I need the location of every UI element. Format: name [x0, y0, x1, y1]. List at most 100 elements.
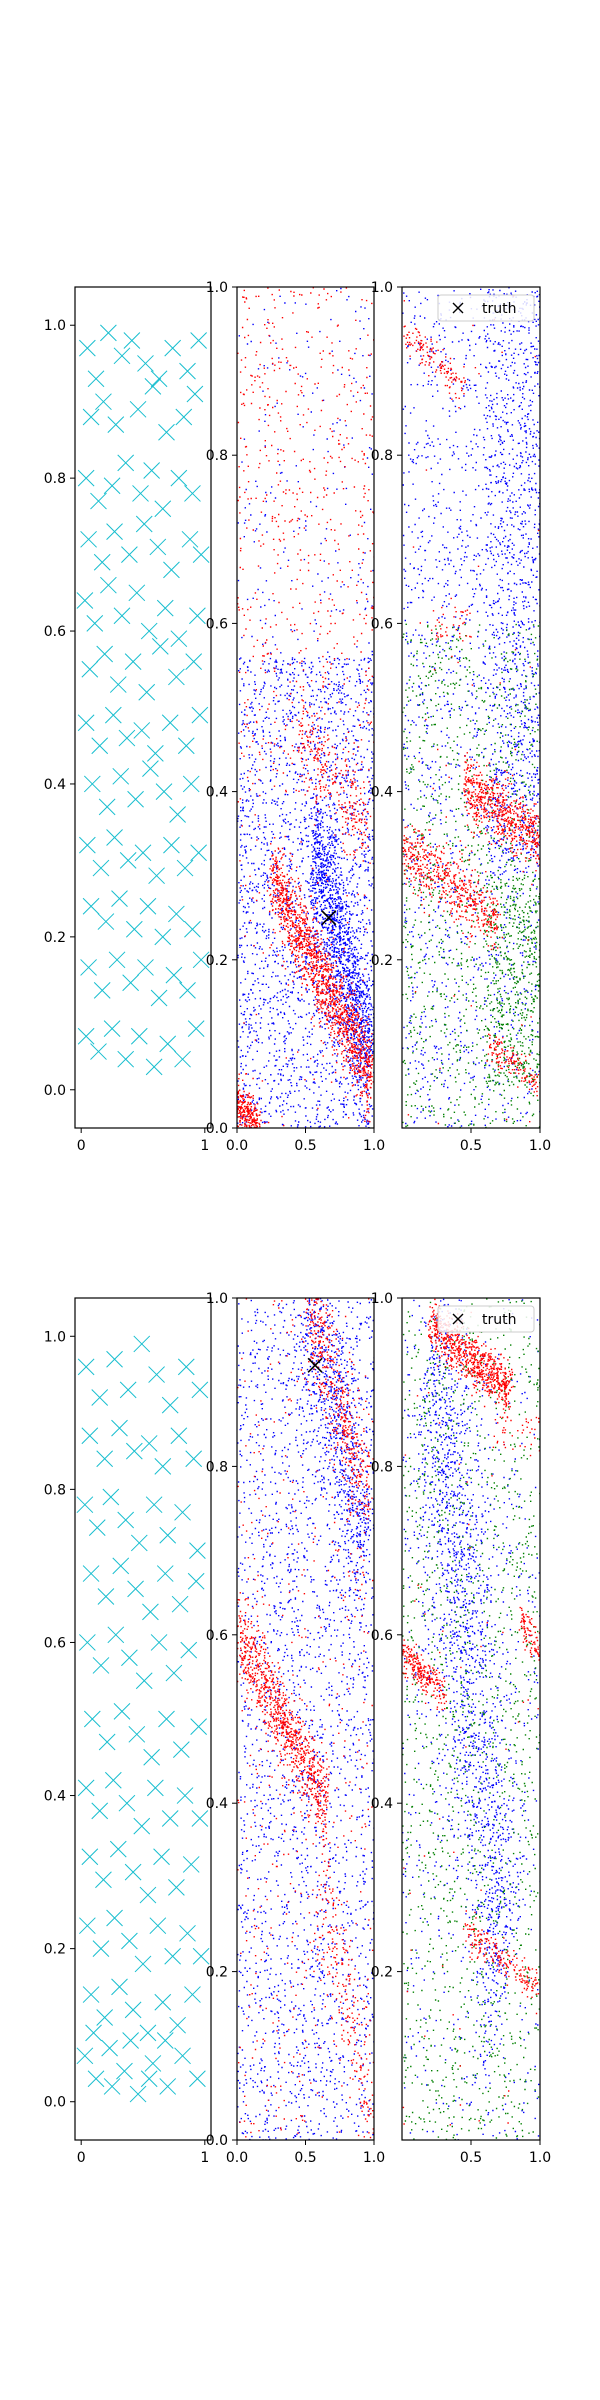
legend-label: truth	[482, 301, 516, 317]
y-tick-label: 0.8	[371, 1459, 393, 1475]
y-tick-label: 0.8	[44, 1482, 66, 1498]
data-point-x-marker	[189, 1542, 206, 1559]
legend-label: truth	[482, 1312, 516, 1328]
point-cloud-red	[462, 1910, 540, 1998]
data-points	[402, 1639, 447, 1711]
data-point-x-marker	[96, 645, 114, 663]
y-tick-label: 0.0	[206, 2133, 228, 2149]
data-points	[402, 825, 501, 951]
data-point-x-marker	[148, 867, 165, 885]
data-layer	[402, 1298, 540, 2140]
point-cloud-red	[237, 1073, 262, 1128]
data-points	[268, 835, 374, 1123]
point-cloud-blue	[402, 1299, 540, 2140]
data-point-x-marker	[155, 783, 173, 800]
data-point-x-marker	[192, 546, 210, 563]
data-point-x-marker	[128, 1725, 146, 1743]
subplot-r1c3: 0.5 1.0 0.2 0.4 0.6 0.8 1.0 truth	[371, 280, 551, 1154]
data-point-x-marker	[179, 1924, 196, 1942]
point-cloud-red	[402, 1639, 447, 1711]
data-point-x-marker	[156, 599, 174, 617]
data-point-x-marker	[102, 1488, 120, 1506]
data-point-x-marker	[130, 1027, 148, 1045]
data-point-x-marker	[95, 1871, 112, 1889]
data-point-x-marker	[165, 1664, 183, 1682]
data-point-x-marker	[111, 1978, 128, 1996]
data-point-x-marker	[123, 332, 141, 349]
data-point-x-marker	[139, 1886, 157, 1904]
x-tick-label: 1	[200, 2150, 209, 2166]
data-points	[492, 1416, 540, 1450]
data-point-x-marker	[124, 2001, 142, 2019]
data-point-x-marker	[133, 722, 151, 739]
data-point-x-marker	[174, 1503, 191, 1521]
data-point-x-marker	[81, 660, 99, 678]
point-cloud-red	[268, 835, 374, 1123]
data-point-x-marker	[168, 668, 185, 686]
data-point-x-marker	[144, 2055, 162, 2072]
y-tick-label: 0.6	[44, 624, 66, 640]
data-point-x-marker	[144, 378, 162, 395]
data-layer	[402, 287, 540, 1128]
data-point-x-marker	[93, 553, 111, 571]
data-point-x-marker	[82, 897, 100, 915]
data-point-x-marker	[119, 852, 137, 869]
legend-x-marker	[452, 302, 464, 314]
data-point-x-marker	[176, 859, 194, 877]
data-point-x-marker	[191, 1381, 209, 1399]
data-point-x-marker	[184, 1986, 201, 2003]
point-cloud-red	[430, 606, 472, 642]
point-cloud-red	[237, 1592, 330, 1845]
data-point-x-marker	[112, 767, 130, 785]
data-point-x-marker	[172, 1741, 190, 1758]
legend-x-marker	[452, 1313, 464, 1325]
data-point-x-marker	[96, 2009, 114, 2026]
data-point-x-marker	[79, 1917, 96, 1935]
data-point-x-marker	[163, 836, 180, 854]
data-point-x-marker	[117, 454, 135, 472]
x-tick-label: 0.5	[460, 1138, 482, 1154]
data-point-x-marker	[170, 1427, 188, 1445]
y-tick-label: 0.6	[44, 1635, 66, 1651]
data-point-x-marker	[161, 714, 179, 732]
data-point-x-marker	[189, 607, 206, 625]
x-tick-label: 1.0	[529, 2150, 551, 2166]
data-point-x-marker	[180, 1641, 198, 1659]
data-point-x-marker	[106, 523, 123, 541]
data-point-x-marker	[176, 1787, 194, 1804]
data-point-x-marker	[154, 1993, 172, 2011]
data-point-x-marker	[184, 485, 201, 502]
data-point-x-marker	[182, 775, 200, 793]
data-point-x-marker	[159, 2078, 177, 2095]
y-tick-label: 0.4	[206, 785, 228, 801]
data-point-x-marker	[185, 1450, 203, 1468]
data-points	[402, 1299, 540, 2140]
subplot-r1c1: 0 1 0.0 0.2 0.4 0.6 0.8 1.0	[44, 286, 212, 1154]
data-point-x-marker	[127, 1580, 144, 1598]
data-points	[463, 752, 540, 886]
x-tick-label: 1.0	[363, 1138, 385, 1154]
data-point-x-marker	[156, 1565, 174, 1582]
y-tick-label: 0.6	[206, 616, 228, 632]
data-point-x-marker	[121, 546, 138, 563]
data-point-x-marker	[190, 844, 207, 862]
data-point-x-marker	[103, 1020, 121, 1037]
data-point-x-marker	[106, 1909, 123, 1927]
y-tick-label: 0.4	[371, 785, 393, 801]
data-point-x-marker	[106, 1350, 123, 1368]
data-point-x-marker	[77, 1027, 95, 1045]
legend-box	[437, 294, 535, 322]
data-point-x-marker	[83, 775, 101, 793]
data-point-x-marker	[86, 615, 104, 632]
data-point-x-marker	[159, 1526, 177, 1544]
data-point-x-marker	[104, 706, 122, 724]
y-tick-label: 0.2	[44, 930, 66, 946]
data-point-x-marker	[179, 982, 196, 999]
data-point-x-marker	[135, 1672, 153, 1690]
data-point-x-marker	[76, 2047, 94, 2065]
data-point-x-marker	[107, 1626, 125, 1644]
data-layer	[237, 1298, 374, 2140]
x-tick-label: 0	[77, 2150, 86, 2166]
data-point-x-marker	[133, 1817, 151, 1835]
